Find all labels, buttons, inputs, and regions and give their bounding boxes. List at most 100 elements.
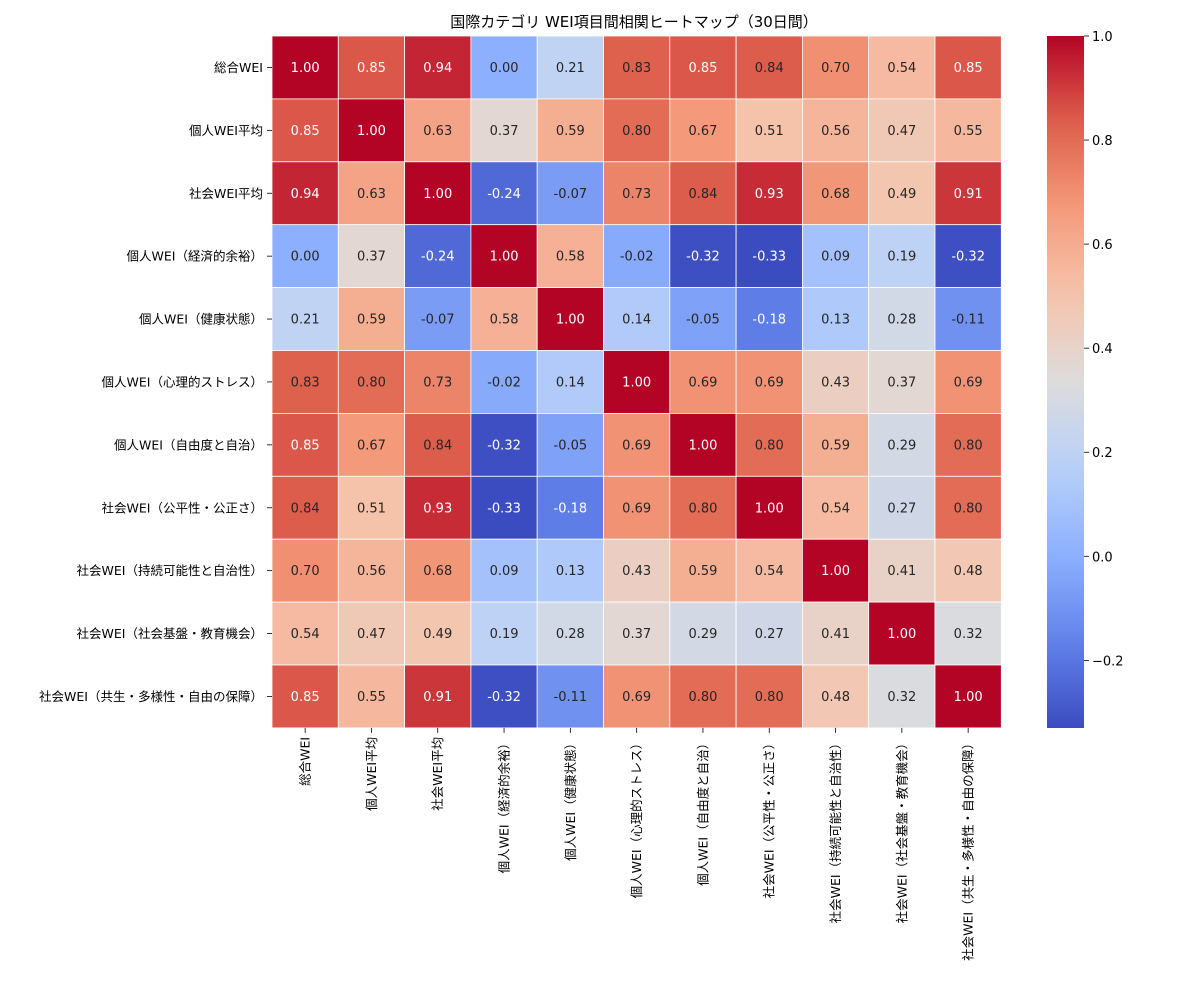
cell-value-label: -0.05 (686, 313, 720, 328)
heatmap-cell (934, 35, 1002, 100)
cell-value-label: 0.91 (423, 690, 452, 705)
heatmap-cell (271, 601, 339, 666)
row-label: 社会WEI平均 (189, 186, 263, 201)
heatmap-cell (404, 35, 472, 100)
cell-value-label: 0.80 (622, 124, 651, 139)
heatmap-cell (669, 538, 737, 603)
heatmap-cell (868, 35, 936, 100)
cell-value-label: 1.00 (423, 187, 452, 202)
cell-value-label: 0.80 (954, 438, 983, 453)
cell-value-label: 0.85 (688, 61, 717, 76)
cell-value-label: 0.54 (755, 564, 784, 579)
heatmap-cell (603, 350, 671, 414)
cell-value-label: 0.84 (291, 501, 320, 516)
heatmap-cell (934, 224, 1002, 288)
cell-value-label: 0.48 (821, 690, 850, 705)
cell-value-label: 0.85 (291, 690, 320, 705)
heatmap-cell (868, 98, 936, 163)
cell-value-label: 0.80 (357, 375, 386, 390)
cell-value-label: 0.51 (357, 501, 386, 516)
cell-value-label: 0.37 (357, 250, 386, 265)
cell-value-label: 1.00 (954, 690, 983, 705)
heatmap-cell (536, 35, 604, 100)
column-label: 個人WEI（健康状態） (563, 737, 578, 861)
cell-value-label: 0.09 (490, 564, 519, 579)
row-label: 個人WEI（経済的余裕） (127, 249, 263, 264)
heatmap-cell (470, 350, 538, 414)
heatmap-cell (934, 98, 1002, 163)
heatmap-cell (536, 98, 604, 163)
heatmap-cell (603, 98, 671, 163)
heatmap-cell (603, 224, 671, 288)
heatmap-cell (669, 287, 737, 351)
column-label: 個人WEI（心理的ストレス） (629, 737, 644, 898)
colorbar-tick-label: 0.2 (1092, 446, 1113, 461)
heatmap-cell (337, 664, 405, 729)
heatmap-cell (802, 161, 870, 226)
heatmap-cell (337, 35, 405, 100)
heatmap-cells: 1.00 0.85 0.94 0.00 0.21 0.83 0.85 0.84 0.70 0.54… (271, 35, 1002, 729)
cell-value-label: 1.00 (688, 438, 717, 453)
heatmap-cell (404, 538, 472, 603)
cell-value-label: 0.85 (291, 124, 320, 139)
colorbar-tick-label: 1.0 (1092, 30, 1113, 45)
heatmap-cell (470, 224, 538, 288)
colorbar-tick-label: 0.6 (1092, 238, 1113, 253)
cell-value-label: 0.80 (688, 501, 717, 516)
heatmap-cell (735, 601, 803, 666)
cell-value-label: 0.69 (755, 375, 784, 390)
heatmap-cell (603, 35, 671, 100)
column-label: 総合WEI (298, 737, 313, 786)
heatmap-cell (603, 664, 671, 729)
cell-value-label: 0.84 (755, 61, 784, 76)
heatmap-cell (603, 538, 671, 603)
heatmap-cell (735, 475, 803, 540)
row-label: 個人WEI（健康状態） (139, 312, 263, 327)
cell-value-label: 0.28 (887, 313, 916, 328)
heatmap-cell (536, 475, 604, 540)
cell-value-label: 0.85 (954, 61, 983, 76)
cell-value-label: 0.59 (688, 564, 717, 579)
cell-value-label: 0.28 (556, 627, 585, 642)
cell-value-label: 0.58 (490, 313, 519, 328)
cell-value-label: 1.00 (556, 313, 585, 328)
heatmap-cell (271, 35, 339, 100)
cell-value-label: 0.83 (291, 375, 320, 390)
cell-value-label: 0.94 (291, 187, 320, 202)
heatmap-cell (271, 538, 339, 603)
heatmap-cell (603, 601, 671, 666)
cell-value-label: 0.63 (357, 187, 386, 202)
cell-value-label: 0.14 (556, 375, 585, 390)
heatmap-cell (470, 412, 538, 477)
colorbar-gradient (1047, 36, 1084, 728)
cell-value-label: -0.02 (487, 375, 521, 390)
row-label: 総合WEI (214, 60, 263, 75)
heatmap-cell (934, 350, 1002, 414)
cell-value-label: 0.56 (357, 564, 386, 579)
heatmap-cell (868, 412, 936, 477)
heatmap-cell (802, 224, 870, 288)
cell-value-label: 0.43 (622, 564, 651, 579)
heatmap-cell (470, 287, 538, 351)
cell-value-label: 0.13 (821, 313, 850, 328)
heatmap-cell (934, 412, 1002, 477)
heatmap-cell (404, 98, 472, 163)
cell-value-label: 0.56 (821, 124, 850, 139)
column-label: 社会WEI（持続可能性と自治性） (828, 737, 843, 923)
cell-value-label: 1.00 (755, 501, 784, 516)
heatmap-cell (271, 98, 339, 163)
cell-value-label: 0.47 (887, 124, 916, 139)
cell-value-label: 0.73 (423, 375, 452, 390)
cell-value-label: 0.55 (357, 690, 386, 705)
cell-value-label: 0.69 (622, 501, 651, 516)
cell-value-label: 0.68 (423, 564, 452, 579)
heatmap-cell (868, 475, 936, 540)
heatmap-cell (669, 475, 737, 540)
cell-value-label: 1.00 (357, 124, 386, 139)
cell-value-label: 1.00 (821, 564, 850, 579)
cell-value-label: 0.70 (821, 61, 850, 76)
cell-value-label: 0.84 (423, 438, 452, 453)
cell-value-label: 0.68 (821, 187, 850, 202)
cell-value-label: 1.00 (887, 627, 916, 642)
cell-value-label: 0.37 (887, 375, 916, 390)
